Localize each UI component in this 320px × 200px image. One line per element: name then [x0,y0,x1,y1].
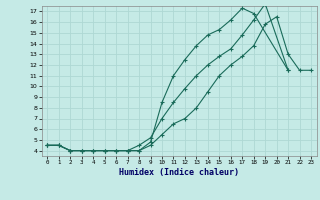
X-axis label: Humidex (Indice chaleur): Humidex (Indice chaleur) [119,168,239,177]
